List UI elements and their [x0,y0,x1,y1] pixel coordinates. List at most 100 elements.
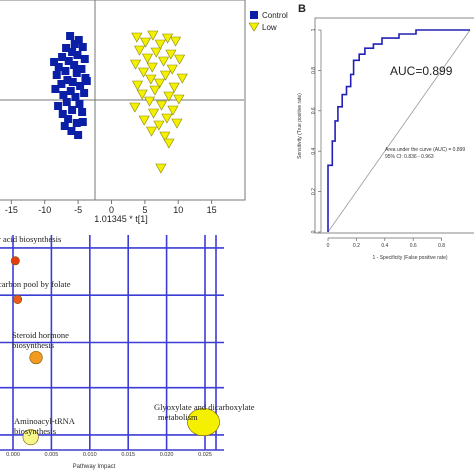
pathway-bubble [29,350,43,365]
pathway-x-tick-label: 0.025 [198,452,212,458]
roc-curve [327,29,470,232]
low-point [134,45,146,56]
scores-plot-panel: -15 -10 -5 0 5 10 15 1.01345 * t[1] Control Low [0,0,288,224]
low-point [132,80,144,91]
legend-square-icon [250,11,258,19]
scores-x-ticks: -15 -10 -5 0 5 10 15 [5,200,217,215]
pathway-x-axis-label: Pathway Impact [73,464,116,470]
scores-x-tick-label: 5 [142,205,147,215]
low-point [153,120,165,131]
low-point [167,105,179,116]
scores-x-tick-label: 15 [207,205,217,215]
control-point [74,36,83,44]
roc-x-tick-label: 0.2 [353,243,360,249]
pathway-bubble-label: biosynthesis [14,426,56,436]
scores-x-tick-label: -15 [5,205,18,215]
legend-triangle-icon [248,22,260,32]
scores-x-axis-label: 1.01345 * t[1] [94,214,148,224]
pathway-x-tick-label: 0.010 [83,452,97,458]
roc-y-ticks: 0 0.2 0.4 0.6 0.8 1 [311,28,322,233]
control-point [80,55,89,63]
low-point [176,73,188,84]
low-point [154,78,166,89]
control-point [54,63,63,71]
control-point [66,87,75,95]
control-point [63,76,72,84]
control-point [67,127,76,135]
low-point [155,163,167,174]
control-point [58,53,67,61]
low-point [170,36,182,47]
control-point [64,57,73,65]
low-point [159,131,171,142]
low-point [129,102,141,113]
low-point [173,94,185,105]
control-point [68,48,77,56]
legend-label: Low [262,23,277,32]
roc-y-tick-label: 1 [311,28,317,31]
pathway-bubble [187,408,220,437]
scores-x-tick-label: 10 [173,205,183,215]
pathway-impact-panel: r acid biosynthesis carbon pool by folate… [0,234,255,470]
roc-x-ticks: 0 0.2 0.4 0.6 0.8 [327,237,445,249]
low-point [145,74,157,85]
pathway-bubble-label: Steroid hormone [12,330,69,340]
scores-x-tick-label: 0 [109,205,114,215]
low-point [138,67,150,78]
control-point [71,93,80,101]
panel-b-label: B [298,3,306,15]
scores-points [50,30,188,174]
legend-label: Control [262,11,288,20]
control-point [78,43,87,51]
low-point [138,115,150,126]
scores-plot-frame [0,0,246,201]
control-point [50,58,59,66]
pathway-x-tick-label: 0.015 [121,452,135,458]
pathway-bubble-label: metabolism [158,412,198,422]
roc-auc-label: AUC=0.899 [390,64,453,78]
control-point [66,32,75,40]
control-point [62,98,71,106]
pathway-bubble [13,294,23,304]
low-point [131,32,143,43]
roc-x-axis-label: 1 - Specificity (False positive rate) [372,255,447,261]
pathway-bubbles: r acid biosynthesis carbon pool by folate… [0,234,255,446]
roc-x-tick-label: 0.8 [438,243,445,249]
control-point [78,118,87,126]
control-point [80,89,89,97]
low-point [163,91,175,102]
low-point [160,70,172,81]
low-point [142,53,154,64]
roc-x-tick-label: 0 [327,243,330,249]
control-point [51,85,60,93]
pathway-x-tick-label: 0.005 [45,452,59,458]
control-point [61,67,70,75]
low-point [158,56,170,67]
low-point [150,47,162,58]
low-point [156,100,168,111]
scores-legend: Control Low [248,11,288,32]
control-point [78,108,87,116]
low-point [168,82,180,93]
low-point [146,126,158,137]
roc-reference-line [327,29,471,233]
low-point [147,30,159,41]
control-point [70,40,79,48]
roc-y-tick-label: 0 [311,230,317,233]
control-point [72,69,81,77]
low-point [162,33,174,44]
control-point [60,122,69,130]
pathway-x-tick-label: 0.000 [6,452,20,458]
roc-y-tick-label: 0.4 [311,148,317,155]
pathway-bubble-label: biosynthesis [12,340,54,350]
control-point [57,80,66,88]
control-point [77,65,86,73]
scores-x-tick-label: -10 [38,205,51,215]
pathway-bubble [22,429,39,446]
pathway-bubble [10,256,20,266]
low-point [161,113,173,124]
control-point [73,51,82,59]
roc-y-tick-label: 0.2 [311,188,317,195]
control-point [68,106,77,114]
